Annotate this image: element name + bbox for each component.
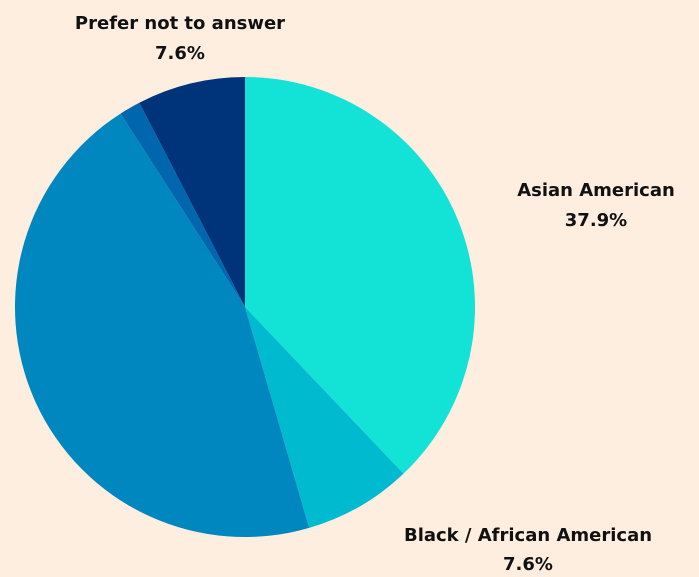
slice-percent-4: 7.6% [155,43,205,64]
slice-label-4: Prefer not to answer [75,13,285,34]
pie-slices [14,77,476,538]
slice-percent-1: 7.6% [503,554,553,575]
pie-slice-1 [245,307,404,528]
slice-label-1: Black / African American [404,525,652,546]
slice-label-0: Asian American [517,180,675,201]
pie-slice-0 [245,77,476,474]
pie-slice-2 [14,113,310,538]
slice-percent-0: 37.9% [565,210,627,231]
pie-slice-4 [139,77,245,307]
pie-labels: Asian American 37.9% Black / African Ameri… [75,13,675,575]
pie-slice-3 [120,102,245,307]
